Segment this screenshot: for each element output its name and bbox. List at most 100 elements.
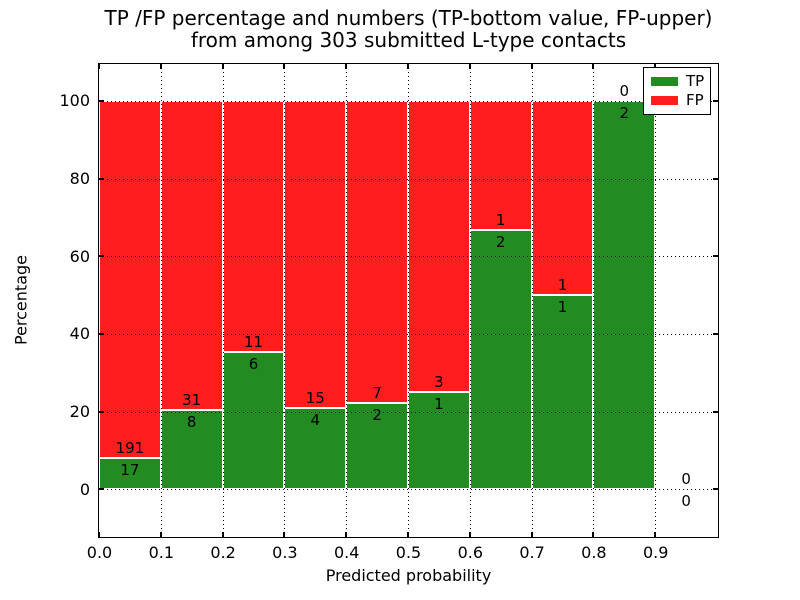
x-axis-label: Predicted probability	[325, 566, 492, 585]
fp-bar-segment	[284, 100, 347, 408]
fp-bar-segment	[222, 100, 285, 353]
x-tick-mark	[407, 532, 409, 537]
tp-count-label: 2	[495, 233, 506, 252]
x-tick-mark	[221, 64, 224, 69]
y-tick-mark	[99, 177, 104, 180]
legend-entry-tp: TP	[651, 72, 710, 91]
x-tick-label: 0.7	[519, 543, 545, 562]
y-tick-mark	[713, 332, 718, 335]
y-tick-label: 100	[59, 91, 90, 111]
tp-bar-segment	[469, 230, 532, 490]
tp-bar-segment	[531, 295, 594, 490]
x-gridline	[284, 64, 286, 537]
y-tick-mark	[99, 255, 104, 258]
y-tick-mark	[713, 410, 718, 413]
tp-count-label: 4	[310, 410, 321, 429]
legend-label-fp: FP	[686, 91, 704, 109]
fp-count-label: 1	[495, 211, 506, 230]
tp-count-label: 6	[248, 355, 259, 374]
legend-swatch-fp-icon	[651, 96, 678, 105]
y-tick-label: 0	[79, 479, 90, 499]
y-tick-mark	[713, 488, 718, 491]
fp-bar-segment	[346, 100, 408, 404]
y-tick-mark	[713, 255, 718, 258]
x-tick-mark	[345, 532, 348, 537]
x-tick-mark	[345, 64, 348, 69]
x-tick-mark	[283, 532, 286, 537]
x-gridline	[408, 64, 409, 537]
y-tick-label: 40	[69, 324, 90, 344]
tp-count-label: 8	[186, 412, 197, 431]
fp-bar-segment	[99, 100, 161, 458]
fp-count-label: 0	[681, 470, 691, 489]
x-gridline	[222, 64, 224, 537]
chart-title-line2: from among 303 submitted L-type contacts	[190, 27, 627, 52]
fp-count-label: 0	[619, 81, 630, 100]
y-tick-mark	[99, 488, 104, 491]
x-gridline	[160, 64, 162, 537]
x-tick-mark	[159, 532, 162, 537]
fp-count-label: 15	[305, 388, 325, 407]
chart-title-line1: TP /FP percentage and numbers (TP-bottom…	[104, 6, 713, 30]
x-tick-mark	[221, 532, 224, 537]
fp-count-label: 191	[115, 438, 145, 457]
fp-count-label: 31	[182, 390, 202, 409]
x-gridline	[593, 64, 595, 537]
x-tick-mark	[98, 64, 100, 69]
tp-bar-segment	[593, 100, 656, 490]
y-tick-mark	[99, 410, 104, 413]
y-tick-label: 60	[69, 246, 90, 266]
x-tick-label: 0.2	[210, 543, 236, 562]
x-gridline	[469, 64, 471, 537]
tp-count-label: 2	[372, 406, 382, 425]
y-tick-mark	[713, 177, 718, 180]
tp-bar-segment	[99, 457, 161, 490]
x-tick-mark	[530, 532, 533, 537]
fp-bar-segment	[408, 100, 470, 393]
y-tick-mark	[99, 332, 104, 335]
tp-bar-segment	[408, 392, 470, 490]
x-tick-label: 0.0	[86, 543, 113, 562]
fp-count-label: 11	[243, 333, 264, 352]
y-tick-label: 80	[69, 169, 90, 189]
plot-area: TP FP 191 17 31 8 11 6 15 4 7 2 3 1 1 2 1 1 0 2 0 0	[98, 63, 719, 538]
tp-count-label: 17	[120, 460, 140, 479]
fp-count-label: 7	[372, 384, 382, 403]
x-tick-mark	[283, 64, 286, 69]
x-tick-mark	[468, 532, 471, 537]
x-tick-mark	[407, 64, 409, 69]
y-axis-label: Percentage	[11, 254, 31, 346]
x-tick-mark	[98, 532, 100, 537]
x-tick-label: 0.5	[395, 543, 422, 562]
fp-bar-segment	[160, 100, 223, 410]
x-tick-label: 0.3	[272, 543, 298, 562]
legend-swatch-tp-icon	[651, 77, 678, 86]
x-gridline	[531, 64, 533, 537]
legend: TP FP	[643, 67, 711, 115]
tp-bar-segment	[160, 409, 223, 490]
x-tick-mark	[468, 64, 471, 69]
x-tick-label: 0.1	[148, 543, 175, 562]
y-tick-mark	[713, 99, 718, 102]
x-tick-label: 0.9	[642, 543, 669, 562]
tp-count-label: 1	[557, 298, 568, 317]
x-tick-mark	[654, 532, 657, 537]
chart-title: TP /FP percentage and numbers (TP-bottom…	[98, 6, 719, 52]
tp-count-label: 1	[434, 395, 444, 414]
fp-count-label: 3	[434, 373, 444, 392]
x-tick-mark	[592, 64, 595, 69]
x-tick-mark	[654, 64, 657, 69]
x-tick-label: 0.4	[333, 543, 360, 562]
x-tick-mark	[159, 64, 162, 69]
fp-bar-segment	[531, 100, 594, 296]
fp-count-label: 1	[557, 276, 568, 295]
x-gridline	[655, 64, 657, 537]
legend-label-tp: TP	[686, 72, 705, 90]
tp-count-label: 0	[681, 492, 691, 511]
x-tick-mark	[530, 64, 533, 69]
x-tick-label: 0.6	[457, 543, 484, 562]
x-tick-label: 0.8	[581, 543, 607, 562]
tp-bar-segment	[284, 407, 347, 490]
y-tick-label: 20	[69, 402, 90, 422]
